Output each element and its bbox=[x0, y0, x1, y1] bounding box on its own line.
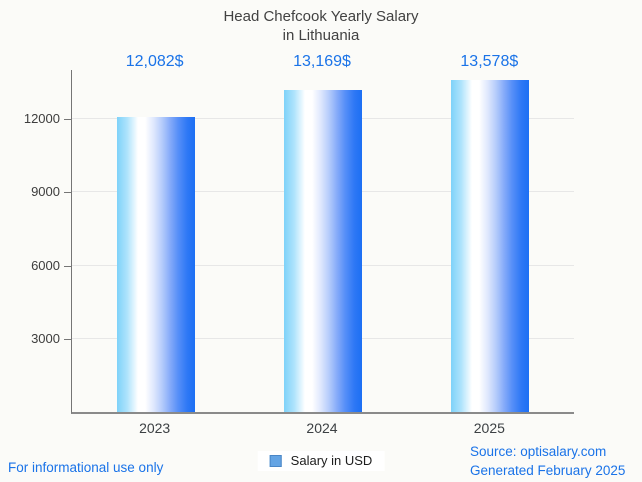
bar-value-label-2023: 12,082$ bbox=[125, 53, 184, 70]
source-link[interactable]: Source: optisalary.com bbox=[470, 444, 607, 459]
y-axis-label-12000: 12000 bbox=[23, 111, 60, 126]
x-axis-label-2024: 2024 bbox=[306, 420, 338, 436]
y-tick-6000 bbox=[64, 265, 71, 267]
bar-2025[interactable] bbox=[451, 80, 530, 412]
y-tick-12000 bbox=[64, 119, 71, 120]
legend-swatch-icon bbox=[269, 454, 282, 467]
y-axis-label-3000: 3000 bbox=[31, 330, 60, 346]
bar-2024[interactable] bbox=[284, 90, 362, 412]
y-tick-9000 bbox=[64, 192, 71, 194]
generated-date: Generated February 2025 bbox=[470, 463, 626, 478]
legend[interactable]: Salary in USD bbox=[257, 451, 385, 471]
x-axis-label-2023: 2023 bbox=[139, 420, 171, 436]
chart-title: Head Chefcook Yearly Salary in Lithuania bbox=[0, 7, 642, 45]
bar-2023[interactable] bbox=[116, 117, 195, 412]
y-axis-label-9000: 9000 bbox=[31, 184, 60, 200]
x-axis-label-2025: 2025 bbox=[473, 420, 505, 436]
chart-title-line2: in Lithuania bbox=[282, 27, 360, 44]
plot-area bbox=[71, 70, 574, 414]
source-block[interactable]: Source: optisalary.com Generated Februar… bbox=[470, 442, 625, 480]
y-tick-3000 bbox=[64, 338, 71, 340]
bar-value-label-2024: 13,169$ bbox=[293, 53, 351, 70]
bar-value-label-2025: 13,578$ bbox=[460, 53, 519, 70]
chart-title-line1: Head Chefcook Yearly Salary bbox=[223, 8, 419, 25]
y-axis-label-6000: 6000 bbox=[31, 257, 60, 273]
disclaimer-text: For informational use only bbox=[8, 460, 164, 475]
legend-label: Salary in USD bbox=[290, 453, 373, 468]
